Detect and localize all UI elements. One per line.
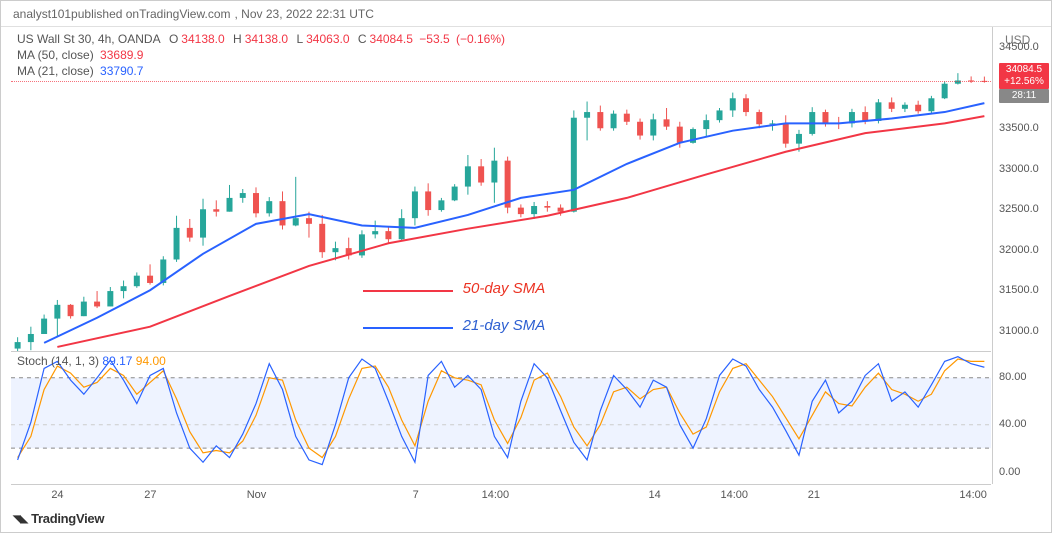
legend-text-21: 21-day SMA: [463, 317, 546, 334]
countdown-badge: 28:11: [999, 89, 1049, 103]
publish-site: TradingView.com: [139, 7, 230, 21]
time-tick: Nov: [247, 489, 267, 501]
time-tick: 14:00: [720, 489, 748, 501]
ohlc-open: 34138.0: [181, 32, 224, 46]
stoch-label: Stoch (14, 1, 3): [17, 354, 99, 368]
ohlc-o-label: O: [169, 32, 178, 46]
symbol-name: US Wall St 30, 4h, OANDA: [17, 32, 161, 46]
price-tick: 33000.0: [999, 163, 1039, 175]
stoch-tick: 0.00: [999, 466, 1020, 478]
time-axis[interactable]: 24 27 Nov 7 14:00 14 14:00 21 14:00: [11, 484, 991, 506]
time-tick: 24: [51, 489, 63, 501]
time-tick: 7: [413, 489, 419, 501]
legend-line-50: [363, 290, 453, 292]
ma50-label: MA (50, close): [17, 48, 94, 62]
stoch-tick: 40.00: [999, 418, 1027, 430]
ma21-label: MA (21, close): [17, 64, 94, 78]
stoch-chart[interactable]: Stoch (14, 1, 3) 89.17 94.00: [11, 351, 991, 481]
last-price-badge: 34084.5+12.56%: [999, 63, 1049, 89]
price-chart[interactable]: US Wall St 30, 4h, OANDA O34138.0 H34138…: [11, 27, 991, 351]
stoch-tick: 80.00: [999, 371, 1027, 383]
time-tick: 21: [808, 489, 820, 501]
publish-date: , Nov 23, 2022 22:31 UTC: [235, 7, 374, 21]
legend-line-21: [363, 327, 453, 329]
ohlc-close: 34084.5: [370, 32, 413, 46]
ohlc-change-pct: (−0.16%): [456, 32, 505, 46]
ma21-value: 33790.7: [100, 64, 143, 78]
time-tick: 14:00: [482, 489, 510, 501]
stoch-info-panel: Stoch (14, 1, 3) 89.17 94.00: [17, 354, 166, 368]
time-tick: 14: [648, 489, 660, 501]
price-axis[interactable]: USD 31000.031500.032000.032500.033000.03…: [993, 27, 1051, 351]
stoch-k-value: 89.17: [102, 354, 132, 368]
stoch-d-value: 94.00: [136, 354, 166, 368]
price-tick: 34500.0: [999, 41, 1039, 53]
ohlc-high: 34138.0: [245, 32, 288, 46]
last-price-line: [11, 81, 991, 82]
legend-text-50: 50-day SMA: [463, 280, 546, 297]
publish-header: analyst101 published on TradingView.com …: [1, 1, 1051, 27]
ohlc-c-label: C: [358, 32, 367, 46]
publisher-name: analyst101: [13, 7, 71, 21]
stoch-axis[interactable]: 0.00 40.00 80.00: [993, 351, 1051, 481]
time-tick: 14:00: [959, 489, 987, 501]
ohlc-change: −53.5: [419, 32, 449, 46]
publish-verb: published on: [71, 7, 139, 21]
ohlc-l-label: L: [296, 32, 303, 46]
time-tick: 27: [144, 489, 156, 501]
ohlc-low: 34063.0: [306, 32, 349, 46]
ma50-value: 33689.9: [100, 48, 143, 62]
symbol-info-panel: US Wall St 30, 4h, OANDA O34138.0 H34138…: [17, 31, 508, 79]
ohlc-h-label: H: [233, 32, 242, 46]
price-tick: 32500.0: [999, 203, 1039, 215]
stoch-svg: [11, 352, 991, 481]
price-tick: 31000.0: [999, 325, 1039, 337]
price-tick: 32000.0: [999, 244, 1039, 256]
price-tick: 31500.0: [999, 284, 1039, 296]
price-tick: 33500.0: [999, 122, 1039, 134]
tradingview-watermark: ◥◣ TradingView: [13, 511, 104, 526]
